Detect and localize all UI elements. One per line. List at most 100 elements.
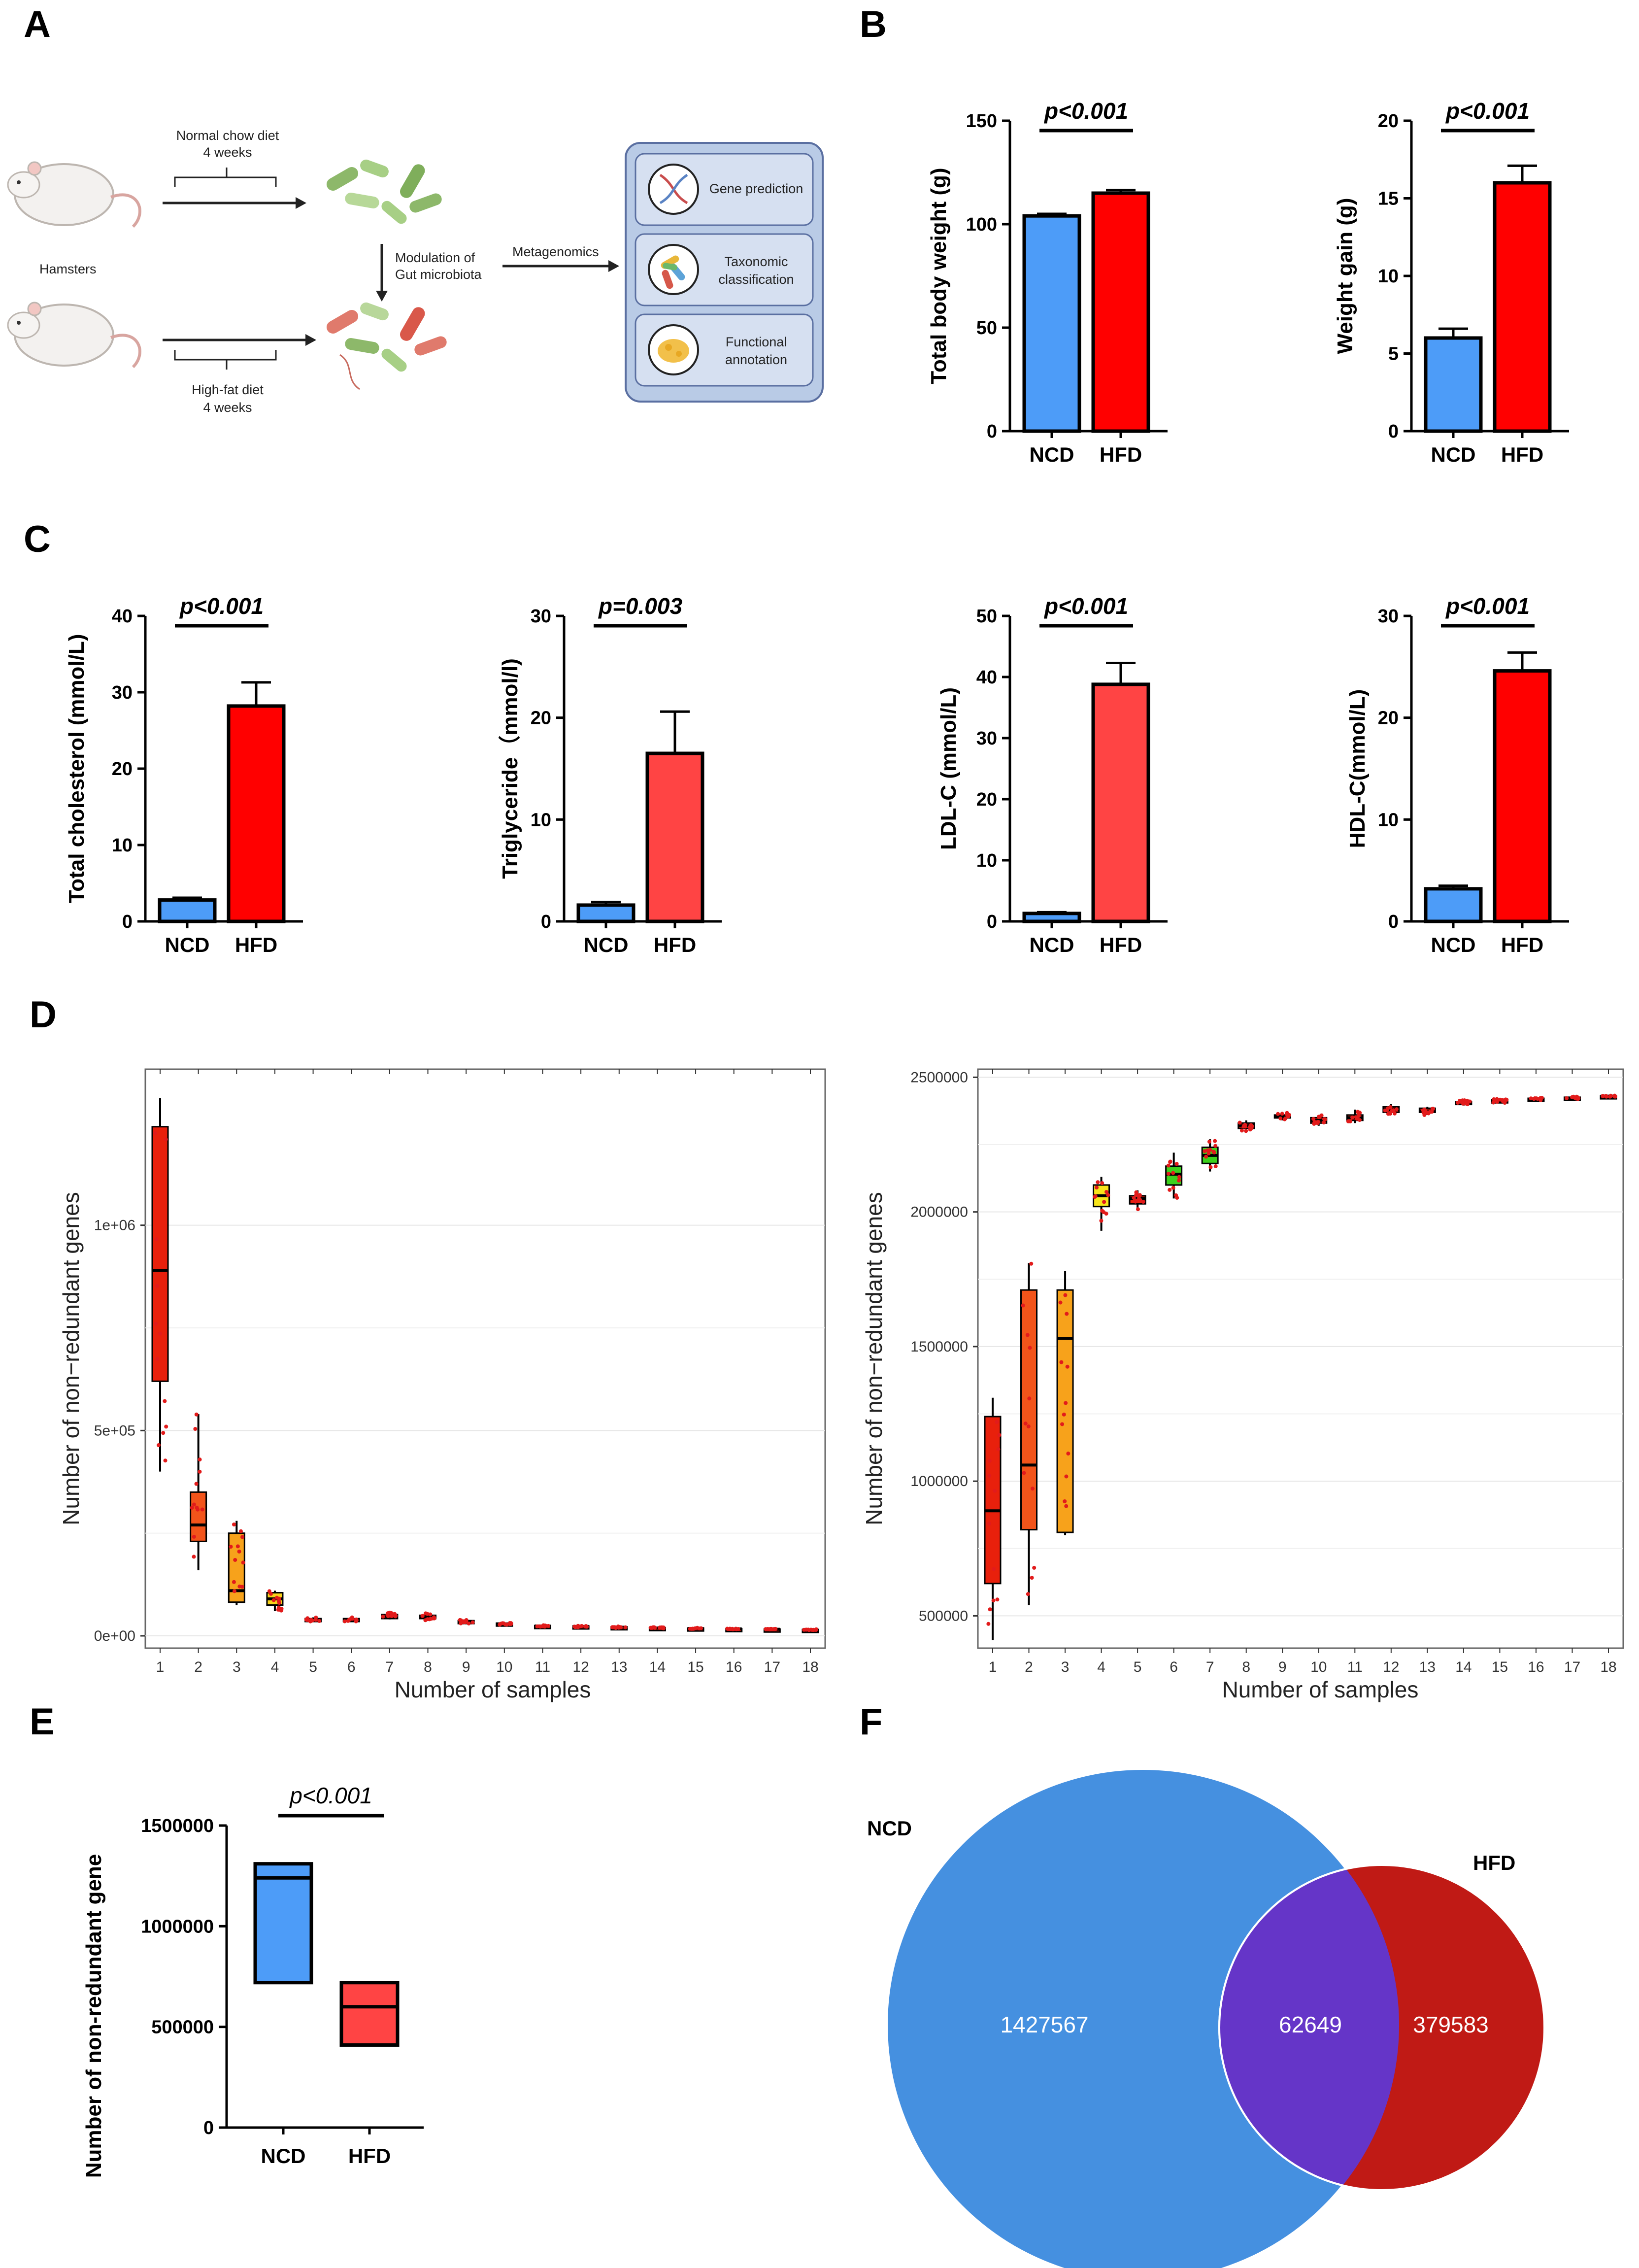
jitter-point — [154, 1237, 159, 1242]
jitter-point — [1248, 1127, 1252, 1132]
venn-diagram-f: NCD HFD 1427567 62649 379583 — [867, 1768, 1545, 2268]
jitter-point — [988, 1607, 992, 1612]
jitter-point — [305, 1618, 309, 1622]
gene-prediction-label: Gene prediction — [709, 181, 803, 196]
jitter-point — [1388, 1105, 1393, 1109]
jitter-point — [313, 1618, 318, 1622]
bar-chart-b1: 0 50 100 150 NCD HFD p<0.001 Total body weight … — [927, 98, 1168, 466]
jitter-point — [1203, 1149, 1207, 1153]
y-tick-label: 2000000 — [910, 1204, 968, 1220]
jitter-point — [431, 1616, 435, 1621]
x-tick-label: HFD — [654, 933, 696, 956]
taxonomic-label-line1: Taxonomic — [724, 254, 788, 269]
jitter-point — [1276, 1112, 1280, 1116]
x-tick-label: HFD — [348, 2144, 391, 2167]
y-tick-label: 0e+00 — [94, 1628, 135, 1644]
jitter-point — [1492, 1097, 1496, 1101]
jitter-point — [1062, 1412, 1066, 1417]
x-tick-label: 4 — [271, 1659, 279, 1675]
x-tick-label: HFD — [1501, 443, 1543, 466]
jitter-point — [232, 1580, 236, 1584]
jitter-point — [1421, 1108, 1425, 1113]
x-tick-label: 14 — [649, 1659, 666, 1675]
jitter-point — [1213, 1144, 1218, 1148]
jitter-point — [1357, 1118, 1362, 1122]
jitter-point — [470, 1620, 475, 1625]
jitter-point — [1100, 1181, 1104, 1185]
p-value-label: p<0.001 — [179, 593, 264, 619]
panel-label-c: C — [24, 518, 51, 560]
jitter-point — [1213, 1139, 1217, 1143]
jitter-point — [1096, 1180, 1100, 1185]
y-tick-label: 0 — [1388, 912, 1399, 932]
x-tick-label: 8 — [424, 1659, 432, 1675]
x-tick-label: 10 — [1310, 1659, 1327, 1675]
jitter-point — [348, 1617, 353, 1621]
jitter-point — [734, 1627, 738, 1631]
x-tick-label: 6 — [1170, 1659, 1178, 1675]
jitter-point — [1030, 1576, 1034, 1580]
jitter-point — [164, 1424, 168, 1429]
y-tick-label: 20 — [531, 708, 551, 729]
ncd-set-label: NCD — [867, 1817, 912, 1840]
jitter-point — [1059, 1360, 1064, 1364]
x-tick-label: 7 — [1206, 1659, 1214, 1675]
modulation-label-line2: Gut microbiota — [395, 267, 482, 282]
overlap-count: 62649 — [1279, 2012, 1342, 2037]
jitter-point — [538, 1625, 542, 1629]
jitter-point — [1609, 1094, 1613, 1098]
jitter-point — [1134, 1193, 1138, 1197]
x-tick-label: 12 — [1383, 1659, 1399, 1675]
jitter-point — [1249, 1123, 1253, 1127]
jitter-point — [991, 1598, 996, 1603]
x-tick-label: NCD — [165, 933, 210, 956]
jitter-point — [695, 1625, 700, 1630]
jitter-point — [1392, 1111, 1397, 1116]
panel-label-f: F — [860, 1701, 882, 1743]
jitter-point — [1539, 1097, 1543, 1101]
y-tick-label: 50 — [976, 606, 997, 627]
jitter-point — [241, 1560, 245, 1565]
y-tick-label: 0 — [541, 912, 551, 932]
jitter-point — [1171, 1185, 1175, 1190]
y-tick-label: 40 — [112, 606, 133, 627]
jitter-point — [498, 1623, 502, 1627]
jitter-point — [1104, 1190, 1108, 1194]
y-tick-label: 500000 — [919, 1608, 968, 1624]
y-tick-label: 0 — [1388, 421, 1399, 442]
y-tick-label: 30 — [112, 682, 133, 703]
jitter-point — [460, 1620, 464, 1625]
jitter-point — [1134, 1198, 1138, 1203]
ncd-diet-label: Normal chow diet — [176, 128, 279, 143]
y-tick-label: 1000000 — [910, 1473, 968, 1489]
jitter-point — [1431, 1107, 1436, 1111]
jitter-point — [267, 1589, 271, 1593]
jitter-point — [1465, 1102, 1470, 1107]
y-tick-label: 30 — [976, 728, 997, 749]
jitter-point — [1132, 1196, 1136, 1200]
taxonomic-label-line2: classification — [718, 272, 794, 287]
jitter-point — [579, 1624, 584, 1628]
jitter-point — [1280, 1112, 1284, 1116]
jitter-point — [195, 1505, 199, 1510]
p-value-label: p<0.001 — [1043, 98, 1128, 124]
jitter-point — [814, 1628, 818, 1632]
x-tick-label: HFD — [1501, 933, 1543, 956]
jitter-point — [200, 1507, 204, 1512]
jitter-point — [232, 1523, 236, 1527]
jitter-point — [163, 1458, 167, 1463]
functional-label-line2: annotation — [725, 352, 787, 367]
y-tick-label: 1000000 — [141, 1916, 214, 1937]
jitter-point — [1571, 1094, 1575, 1099]
jitter-point — [1312, 1120, 1317, 1124]
jitter-point — [240, 1535, 245, 1539]
modulation-label-line1: Modulation of — [395, 250, 475, 265]
ncd-arrow-head — [296, 197, 306, 209]
jitter-point — [1171, 1171, 1175, 1175]
jitter-point — [317, 1619, 322, 1623]
jitter-point — [1243, 1122, 1247, 1127]
x-tick-label: 4 — [1097, 1659, 1105, 1675]
jitter-point — [164, 1137, 168, 1142]
jitter-point — [1174, 1193, 1178, 1197]
jitter-point — [1065, 1364, 1070, 1369]
